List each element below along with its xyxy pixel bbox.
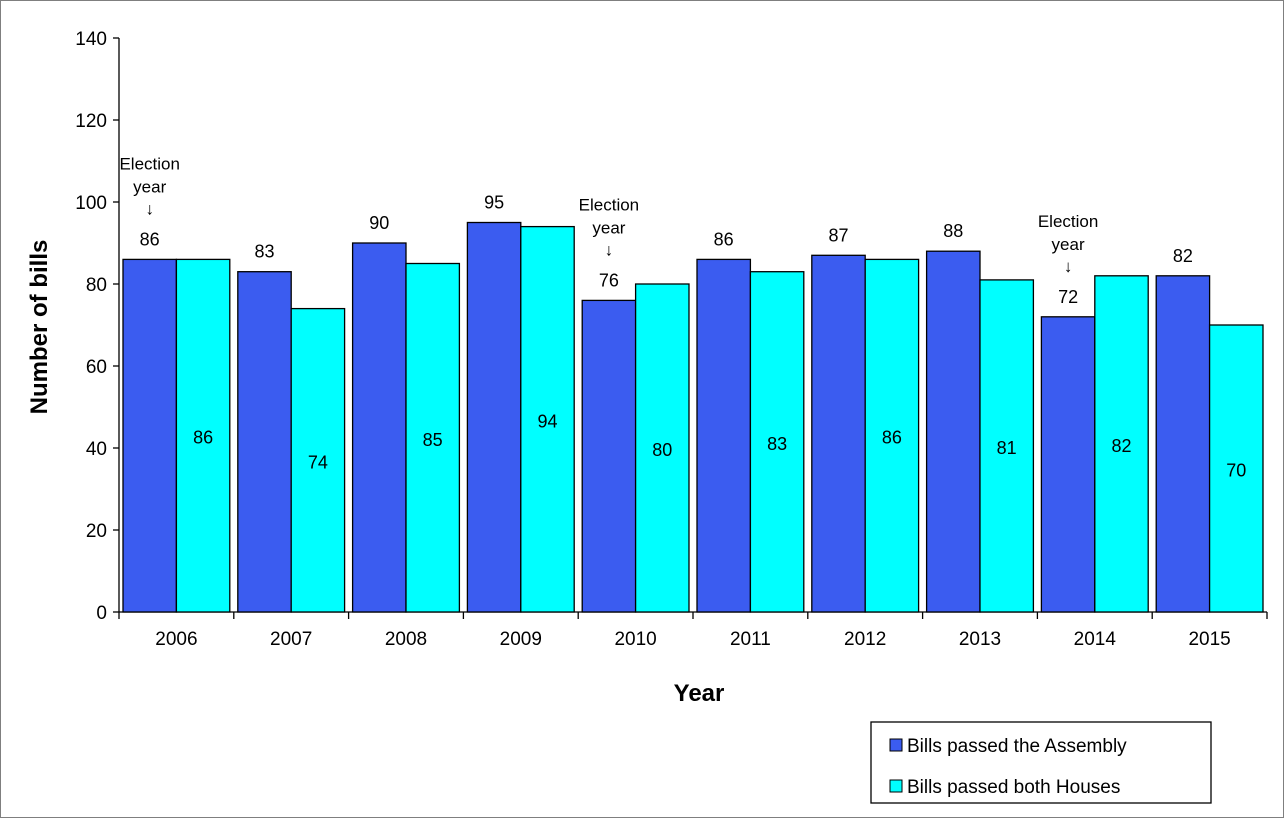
annotation-election-line1: Election — [1038, 212, 1098, 231]
bar-assembly — [122, 258, 178, 613]
data-labels: 86 83 90 95 76 86 87 88 72 82 86 74 85 94 80 83 86 81 82 70 — [140, 193, 1247, 481]
data-label-both-houses: 86 — [193, 428, 213, 448]
legend-swatch-both-houses — [889, 779, 903, 793]
y-tick-label: 120 — [75, 111, 107, 132]
legend-swatch-assembly — [889, 738, 903, 752]
legend: Bills passed the Assembly Bills passed b… — [870, 721, 1212, 804]
data-label-both-houses: 94 — [537, 411, 557, 431]
x-axis-title: Year — [674, 680, 725, 707]
data-label-both-houses: 86 — [882, 428, 902, 448]
bar-assembly — [581, 299, 637, 613]
data-label-both-houses: 83 — [767, 434, 787, 454]
y-axis-title: Number of bills — [26, 240, 53, 415]
data-label-assembly: 76 — [599, 270, 619, 290]
data-label-assembly: 82 — [1173, 246, 1193, 266]
annotation-election-line1: Election — [119, 154, 179, 173]
x-tick-label: 2009 — [500, 629, 542, 650]
y-tick-label: 140 — [75, 29, 107, 50]
bar-both-houses — [1208, 324, 1264, 613]
x-tick-label: 2013 — [959, 629, 1001, 650]
bar-assembly — [811, 254, 866, 613]
annotation-election-line1: Election — [579, 195, 639, 214]
y-tick-label: 100 — [75, 193, 107, 214]
annotation-election-line2: year — [592, 218, 625, 237]
x-tick-label: 2015 — [1188, 629, 1230, 650]
x-tick-label: 2006 — [155, 629, 197, 650]
bar-both-houses — [290, 307, 346, 613]
x-tick-label: 2014 — [1074, 629, 1117, 650]
legend-label-assembly: Bills passed the Assembly — [907, 736, 1127, 757]
data-label-assembly: 72 — [1058, 287, 1078, 307]
data-label-assembly: 90 — [369, 213, 389, 233]
data-label-assembly: 86 — [140, 229, 160, 249]
bar-assembly — [351, 242, 407, 613]
bar-assembly — [237, 271, 292, 613]
data-label-both-houses: 85 — [423, 430, 443, 450]
data-label-both-houses: 81 — [997, 438, 1017, 458]
bar-both-houses — [979, 279, 1035, 613]
data-label-assembly: 83 — [254, 242, 274, 262]
bar-both-houses — [520, 225, 575, 613]
election-annotations: Election year ↓ Election year ↓ Election year ↓ — [119, 154, 1098, 275]
bar-both-houses — [864, 258, 920, 613]
x-tick-label: 2010 — [614, 629, 656, 650]
x-axis: 2006 2007 2008 2009 2010 2011 2012 2013 2014 2015 — [118, 611, 1268, 650]
annotation-arrow: ↓ — [145, 199, 154, 218]
annotation-election-line2: year — [1052, 235, 1085, 254]
bar-assembly — [1040, 316, 1096, 613]
data-label-assembly: 86 — [714, 229, 734, 249]
bar-both-houses — [405, 262, 461, 613]
x-tick-label: 2012 — [844, 629, 886, 650]
data-label-assembly: 87 — [828, 225, 848, 245]
annotation-arrow: ↓ — [1064, 257, 1073, 276]
y-tick-label: 40 — [86, 439, 107, 460]
bars — [122, 221, 1264, 613]
x-tick-label: 2011 — [730, 629, 771, 650]
bar-assembly — [696, 258, 752, 613]
data-label-both-houses: 80 — [652, 440, 672, 460]
data-label-assembly: 95 — [484, 193, 504, 213]
x-tick-label: 2007 — [270, 629, 312, 650]
x-tick-label: 2008 — [385, 629, 427, 650]
y-tick-label: 20 — [86, 521, 107, 542]
bar-both-houses — [634, 283, 690, 613]
bar-both-houses — [175, 258, 231, 613]
annotation-arrow: ↓ — [605, 240, 614, 259]
data-label-assembly: 88 — [943, 221, 963, 241]
bar-assembly — [466, 221, 522, 613]
y-axis: 0 20 40 60 80 100 120 140 — [75, 29, 120, 624]
bar-both-houses — [1094, 275, 1149, 613]
annotation-election-line2: year — [133, 177, 166, 196]
y-tick-label: 60 — [86, 357, 107, 378]
bar-assembly — [925, 250, 981, 613]
data-label-both-houses: 74 — [308, 452, 328, 472]
legend-label-both-houses: Bills passed both Houses — [907, 777, 1120, 798]
bar-both-houses — [749, 271, 805, 613]
data-label-both-houses: 70 — [1226, 461, 1246, 481]
legend-box — [870, 721, 1212, 804]
y-tick-label: 0 — [96, 603, 107, 624]
data-label-both-houses: 82 — [1111, 436, 1131, 456]
y-tick-label: 80 — [86, 275, 107, 296]
bar-assembly — [1155, 275, 1211, 613]
